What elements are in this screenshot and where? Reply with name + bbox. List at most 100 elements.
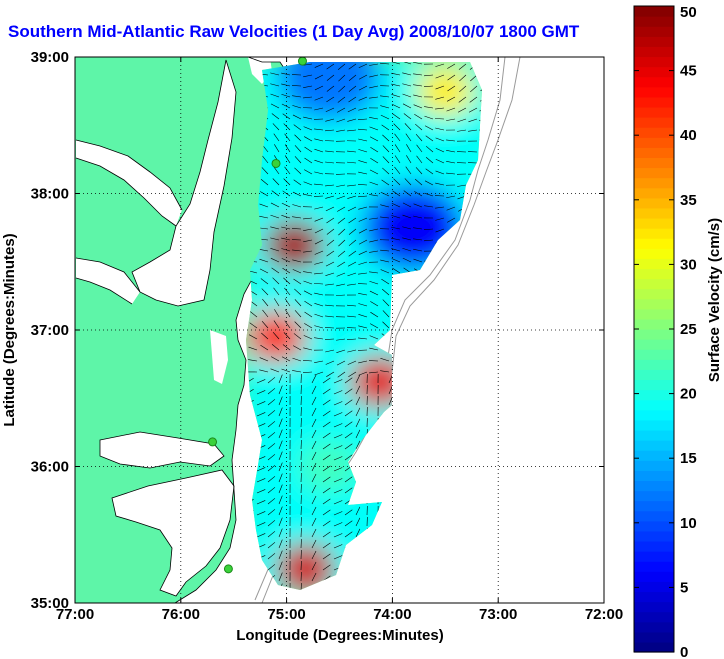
velocity-vector (278, 572, 283, 582)
velocity-vector (391, 258, 401, 263)
velocity-vector (358, 360, 368, 364)
velocity-vector (273, 298, 280, 307)
velocity-vector (358, 149, 368, 153)
velocity-vector (347, 206, 357, 212)
velocity-vector (284, 155, 291, 164)
velocity-vector (382, 167, 390, 175)
velocity-vector (303, 360, 313, 362)
radar-station-marker (271, 158, 281, 168)
velocity-vector (355, 517, 361, 527)
velocity-vector (369, 228, 379, 232)
velocity-vector (391, 215, 401, 219)
velocity-vector (292, 191, 302, 197)
velocity-vector (388, 396, 393, 406)
velocity-vector (355, 429, 361, 439)
velocity-vector (447, 74, 456, 81)
velocity-vector (272, 277, 280, 285)
velocity-vector (325, 283, 335, 286)
velocity-vector (413, 215, 423, 219)
velocity-vector (380, 370, 390, 373)
velocity-vector (425, 168, 434, 175)
velocity-vector (314, 148, 324, 153)
velocity-vector (402, 72, 412, 76)
velocity-vector (413, 227, 423, 230)
velocity-vector (284, 144, 291, 153)
velocity-vector (333, 467, 343, 472)
velocity-vector (283, 123, 291, 131)
velocity-vector (259, 249, 269, 252)
velocity-vector (293, 278, 302, 285)
velocity-vector (293, 179, 302, 186)
velocity-vector (336, 272, 346, 277)
velocity-vector (358, 217, 368, 222)
velocity-vector (394, 144, 401, 153)
colorbar-tick-label: 50 (680, 4, 697, 21)
colorbar-tick-label: 5 (680, 579, 688, 596)
velocity-vector (256, 401, 266, 406)
velocity-vector (348, 228, 357, 235)
velocity-vector (358, 128, 368, 131)
velocity-vector (459, 85, 467, 93)
velocity-vector (325, 118, 335, 122)
colorbar-step (634, 641, 674, 653)
velocity-vector (348, 85, 357, 92)
velocity-vector (281, 215, 291, 219)
velocity-vector (256, 478, 266, 483)
colorbar-tick-label: 0 (680, 644, 688, 659)
x-tick-label: 77:00 (56, 606, 94, 623)
colorbar-step (634, 167, 674, 179)
velocity-vector (406, 144, 412, 153)
velocity-vector (358, 228, 368, 234)
velocity-vector (311, 484, 317, 494)
velocity-vector (311, 473, 317, 483)
velocity-vector (314, 292, 324, 296)
velocity-vector (272, 332, 280, 340)
velocity-vector (278, 462, 283, 472)
velocity-vector (282, 113, 291, 120)
velocity-vector (322, 399, 331, 406)
velocity-vector (304, 136, 313, 142)
colorbar-step (634, 258, 674, 270)
y-tick-label: 36:00 (31, 459, 69, 476)
velocity-vector (446, 150, 456, 153)
velocity-vector (303, 250, 313, 253)
velocity-vector (382, 156, 390, 164)
velocity-vector (391, 94, 401, 98)
velocity-vector (344, 520, 353, 527)
colorbar-step (634, 56, 674, 68)
velocity-vector (446, 107, 456, 112)
velocity-vector (369, 126, 379, 131)
velocity-vector (336, 184, 346, 187)
colorbar-step (634, 611, 674, 623)
velocity-vector (294, 321, 302, 329)
velocity-vector (369, 63, 379, 66)
velocity-vector (414, 114, 423, 120)
velocity-vector (424, 106, 434, 109)
velocity-vector (381, 288, 390, 296)
velocity-vector (435, 159, 445, 164)
velocity-vector (256, 412, 266, 417)
velocity-vector (458, 63, 467, 70)
velocity-vector (333, 533, 343, 538)
velocity-vector (294, 310, 302, 318)
velocity-vector (273, 133, 280, 142)
velocity-vector (459, 74, 467, 82)
velocity-vector (278, 374, 283, 384)
velocity-vector (314, 360, 324, 364)
velocity-vector (273, 287, 280, 296)
chesapeake-bay (132, 60, 236, 306)
velocity-vector (325, 107, 335, 113)
velocity-vector (355, 396, 361, 406)
velocity-vector (322, 564, 331, 571)
colorbar-step (634, 308, 674, 320)
velocity-vector (303, 347, 313, 351)
velocity-vector (336, 283, 346, 287)
velocity-vector (435, 206, 445, 209)
velocity-vector (311, 517, 317, 527)
velocity-vector (284, 298, 291, 307)
speed-hotspot (415, 65, 476, 118)
velocity-vector (333, 379, 343, 384)
velocity-vector (347, 184, 357, 187)
velocity-vector (256, 522, 266, 527)
velocity-vector (267, 553, 276, 560)
